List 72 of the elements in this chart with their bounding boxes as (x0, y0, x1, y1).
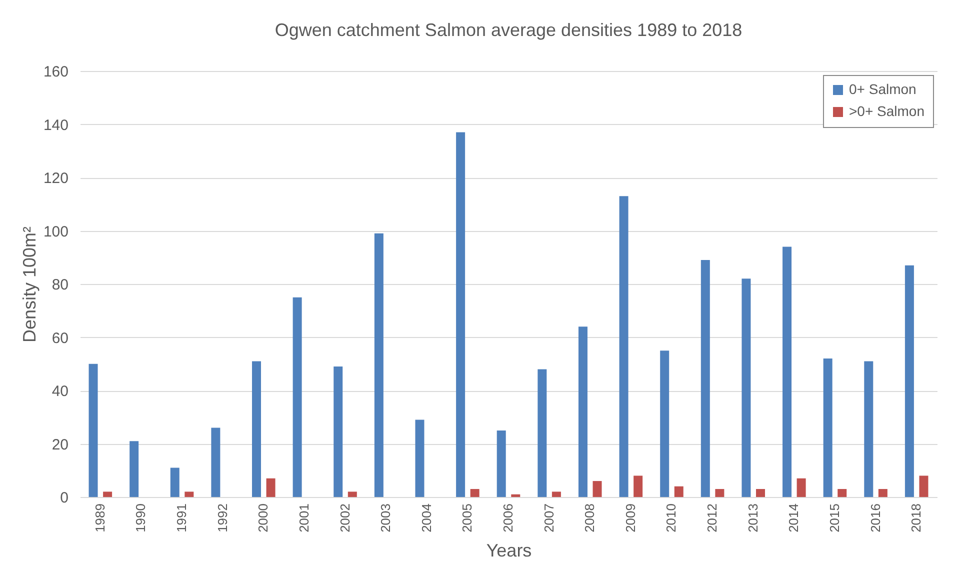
bar (634, 476, 643, 497)
x-tick-label: 2007 (541, 504, 556, 532)
bar (674, 486, 684, 497)
bar (715, 489, 724, 497)
x-tick-label: 2010 (664, 504, 679, 532)
bar (496, 430, 506, 497)
bar (700, 260, 710, 497)
bar (578, 326, 588, 497)
bar (415, 420, 424, 497)
bar (334, 366, 343, 497)
x-tick-label: 2005 (460, 504, 475, 532)
x-axis-title: Years (486, 540, 532, 560)
bar (103, 492, 112, 497)
bar (796, 478, 806, 497)
x-tick-label: 1992 (214, 504, 230, 532)
bar (266, 478, 276, 497)
x-tick-label: 2000 (256, 504, 271, 532)
bar (470, 489, 480, 497)
x-tick-label: 2009 (622, 504, 638, 532)
bar (170, 468, 180, 497)
bar (838, 489, 847, 497)
y-tick-label: 140 (43, 116, 68, 134)
x-tick-label: 2004 (418, 504, 434, 532)
y-tick-label: 160 (43, 64, 68, 80)
bar (374, 233, 384, 497)
x-tick-label: 2003 (378, 504, 394, 532)
x-tick-label: 2006 (500, 504, 516, 532)
x-tick-label: 2014 (786, 504, 802, 532)
bar (184, 492, 194, 497)
bar (592, 481, 602, 497)
bar (904, 265, 914, 497)
y-tick-label: 40 (52, 383, 68, 400)
bar (252, 361, 261, 497)
bar (864, 361, 874, 497)
bar (552, 492, 561, 497)
x-tick-label: 2016 (868, 504, 883, 532)
bar (292, 297, 302, 497)
y-tick-label: 20 (52, 436, 68, 454)
x-tick-label: 2002 (337, 504, 352, 532)
chart-title: Ogwen catchment Salmon average densities 1989 to 2018 (274, 20, 742, 40)
y-axis-title: Density 100m² (19, 226, 40, 343)
bar (130, 441, 139, 497)
bar (919, 476, 928, 497)
bar (211, 428, 220, 497)
x-tick-label: 1990 (133, 504, 148, 532)
bar (782, 246, 792, 497)
legend-label: 0+ Salmon (849, 81, 916, 97)
bar (756, 489, 765, 497)
y-tick-label: 100 (43, 223, 68, 240)
x-tick-label: 2012 (704, 504, 720, 532)
x-tick-label: 2015 (826, 504, 842, 532)
y-tick-label: 80 (52, 276, 68, 294)
bar (619, 196, 628, 497)
x-tick-label: 2013 (745, 504, 760, 532)
legend-label: >0+ Salmon (849, 103, 924, 119)
y-tick-label: 0 (60, 490, 68, 506)
x-tick-label: 2018 (908, 504, 924, 532)
x-tick-label: 1989 (92, 504, 108, 532)
x-tick-label: 2008 (582, 504, 598, 532)
bar (511, 494, 520, 497)
bar (878, 489, 888, 497)
bar (742, 278, 751, 497)
bar (538, 369, 547, 497)
y-tick-label: 120 (43, 170, 68, 187)
bar (348, 492, 357, 497)
bar (660, 350, 670, 497)
x-tick-label: 1991 (174, 504, 190, 532)
bar (88, 364, 98, 497)
y-tick-label: 60 (52, 330, 68, 347)
x-tick-label: 2001 (296, 504, 312, 532)
bar (823, 358, 832, 497)
bar (456, 132, 466, 497)
